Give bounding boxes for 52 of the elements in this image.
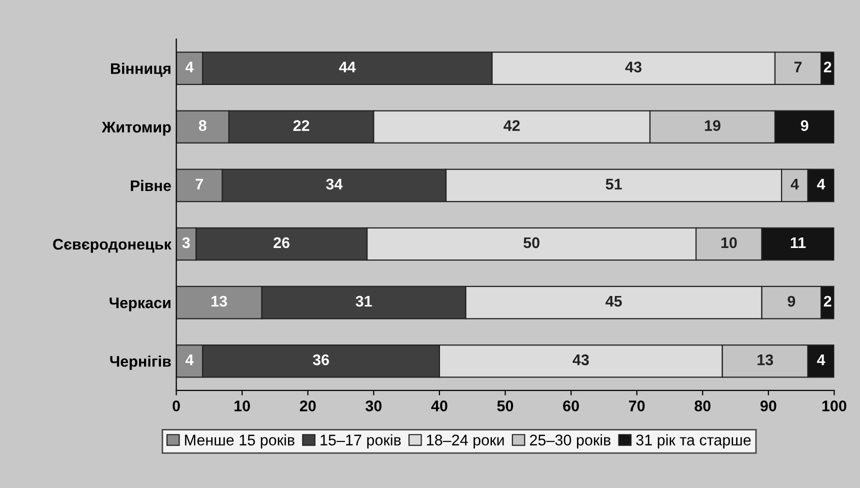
y-tick-label: Житомир <box>102 122 171 136</box>
legend-label: 25–30 років <box>530 434 610 448</box>
data-label: 2 <box>824 296 832 307</box>
data-label: 50 <box>524 237 540 248</box>
data-label: 4 <box>790 178 799 190</box>
data-label: 11 <box>790 237 806 248</box>
data-label: 44 <box>339 62 356 72</box>
x-tick-label: 70 <box>628 400 645 412</box>
x-tick-label: 50 <box>497 400 514 412</box>
x-tick-label: 90 <box>760 400 776 412</box>
data-label: 43 <box>572 354 589 366</box>
data-label: 4 <box>185 62 194 72</box>
y-tick-label: Черкаси <box>110 298 170 312</box>
data-label: 22 <box>293 120 310 131</box>
data-label: 10 <box>721 237 737 248</box>
data-label: 9 <box>800 120 808 131</box>
data-label: 51 <box>606 178 622 190</box>
x-tick-label: 100 <box>822 400 846 412</box>
y-tick-label: Чернігів <box>110 356 171 370</box>
data-label: 7 <box>794 62 802 72</box>
data-label: 4 <box>817 178 826 190</box>
data-label: 9 <box>788 296 796 307</box>
data-label: 36 <box>312 354 329 366</box>
data-label: 45 <box>606 296 622 307</box>
data-label: 4 <box>185 354 194 366</box>
data-label: 43 <box>625 62 642 72</box>
y-tick-label: Сєвєродонецьк <box>53 238 172 253</box>
data-label: 2 <box>824 62 832 72</box>
legend-label: Менше 15 років <box>185 434 294 448</box>
x-tick-label: 0 <box>172 400 180 412</box>
legend-label: 18–24 роки <box>427 434 504 448</box>
data-label: 4 <box>817 354 826 366</box>
x-tick-label: 30 <box>366 400 382 412</box>
data-label: 8 <box>198 120 206 131</box>
data-label: 19 <box>704 120 720 131</box>
x-tick-label: 40 <box>431 400 448 412</box>
legend-label: 31 рік та старше <box>636 434 751 448</box>
x-tick-label: 20 <box>300 400 316 412</box>
x-tick-label: 10 <box>234 400 250 412</box>
data-label: 13 <box>212 296 228 307</box>
x-tick-label: 60 <box>563 400 579 412</box>
data-label: 13 <box>758 354 774 366</box>
y-tick-label: Вінниця <box>111 62 170 77</box>
legend-label: 15–17 років <box>320 434 401 448</box>
data-label: 7 <box>196 178 203 190</box>
x-tick-label: 80 <box>694 400 710 412</box>
data-label: 26 <box>274 237 290 248</box>
data-label: 31 <box>356 296 372 307</box>
data-label: 34 <box>326 178 343 190</box>
y-tick-label: Рівне <box>130 180 171 192</box>
data-label: 3 <box>182 237 190 248</box>
data-label: 42 <box>504 120 520 131</box>
